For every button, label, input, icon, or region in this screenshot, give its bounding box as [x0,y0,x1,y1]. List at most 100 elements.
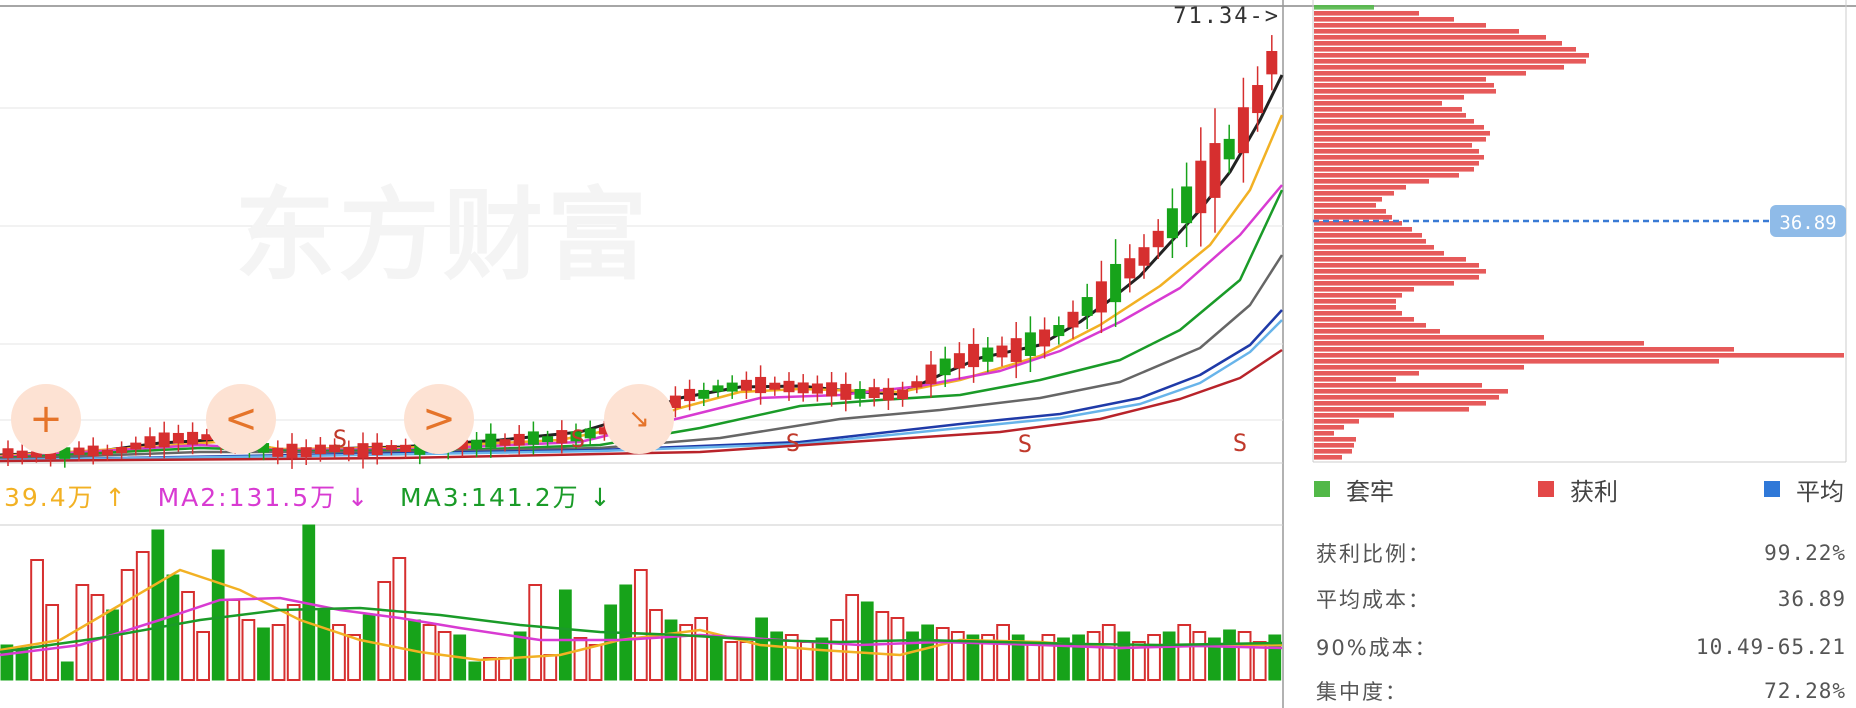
chip-bar [1314,41,1562,46]
chip-bar [1314,65,1564,70]
volume-bar-down [1208,637,1221,681]
candle-body [1067,311,1079,328]
volume-ma-lines [0,568,1283,662]
volume-bar-up [633,569,648,681]
volume-bar-down [1162,631,1176,681]
volume-bar-up [30,559,44,681]
chip-bar [1314,149,1479,154]
candle-body [1237,107,1249,154]
chip-bar [1314,305,1396,310]
highest-price-label: 71.34-> [1173,4,1280,29]
volume-bar-down [166,574,180,681]
candle-body [1266,50,1278,75]
concentration-value: 72.28% [1764,679,1846,703]
volume-bar-up [1252,641,1267,681]
trapped-swatch [1314,481,1330,497]
chip-bar [1314,245,1434,250]
volume-bar-up [679,624,694,681]
ma-line-8 [0,348,1283,463]
watermark-text: 东方财富 [235,177,651,294]
candle-body [1223,138,1235,160]
chip-bar [1314,11,1419,16]
volume-bar-up [890,617,905,681]
candle-body [499,439,511,446]
chip-bar [1314,203,1376,208]
avg-cost-row: 平均成本： 36.89 [1316,584,1846,614]
volume-bar-up [271,624,286,681]
chip-bar [1314,371,1419,376]
chip-bar [1314,17,1454,22]
volume-bar-down [770,631,784,681]
volume-ma-line-2 [0,596,1283,657]
chip-bar [1314,161,1479,166]
chip-bar [1314,359,1719,364]
candle-body [1110,263,1122,303]
next-button[interactable]: > [404,384,474,454]
volume-bar-up [1177,624,1192,681]
candle-body [1039,329,1051,347]
volume-bar-up [1026,641,1041,681]
candle-body [116,447,128,454]
chip-bar [1314,233,1422,238]
chip-distribution-bars [1314,5,1844,460]
chip-bar [1314,101,1442,106]
candle-body [1166,208,1178,239]
chip-bar [1314,269,1486,274]
average-cost-tag-text: 36.89 [1779,212,1836,234]
volume-ma-legend: 39.4万 ↑ MA2:131.5万 ↓ MA3:141.2万 ↓ [4,478,613,514]
volume-bar-up [226,599,241,681]
candle-body [471,439,483,450]
arrow-down-right-icon: ↘ [628,404,650,434]
chevron-right-icon: > [422,396,456,442]
chip-bar [1314,335,1544,340]
volume-bar-down [211,549,225,681]
chip-bar [1314,221,1402,226]
candle-body [925,364,937,384]
chip-bar [1314,455,1342,460]
volume-bar-down [0,644,14,681]
volume-bar-down [815,637,829,681]
candle-body [854,388,866,399]
volume-bar-up [1086,631,1101,681]
candle-body [1252,85,1264,114]
volume-bar-down [468,661,482,681]
arrow-tool-button[interactable]: ↘ [604,384,674,454]
chip-bar [1314,59,1586,64]
volume-bar-down [906,631,919,681]
volume-bar-up [950,631,965,681]
candle-body [584,428,596,439]
volume-bar-down [1223,629,1236,681]
candle-body [1195,160,1207,214]
candle-body [712,385,724,392]
chip-bar [1314,311,1402,316]
volume-bar-down [664,619,678,681]
candle-body [1081,297,1093,316]
concentration-label: 集中度： [1316,680,1408,704]
candle-body [542,436,554,443]
volume-bar-down [755,617,768,681]
chip-bar [1314,419,1359,424]
chip-bar [1314,167,1474,172]
chip-bar [1314,215,1392,220]
candle-body [73,447,85,455]
previous-button[interactable]: < [206,384,276,454]
candle-body [797,382,809,394]
volume-bar-up [135,551,150,681]
chip-bar [1314,53,1589,58]
candle-body [272,447,284,457]
volume-bar-up [286,604,301,681]
volume-bar-up [1101,624,1116,681]
chip-bar [1314,125,1484,130]
zoom-in-button[interactable]: + [11,384,81,454]
volume-bar-up [845,594,860,681]
chip-bar [1314,179,1429,184]
legend-trapped: 套牢 [1314,474,1394,506]
candle-body [882,387,894,401]
profit-ratio-label: 获利比例： [1316,542,1431,566]
candle-body [513,433,525,446]
sell-marker: S [1018,430,1032,458]
volume-bar-up [528,584,543,681]
volume-bar-up [1237,631,1252,681]
chip-bar [1314,275,1479,280]
candle-body [300,447,312,458]
